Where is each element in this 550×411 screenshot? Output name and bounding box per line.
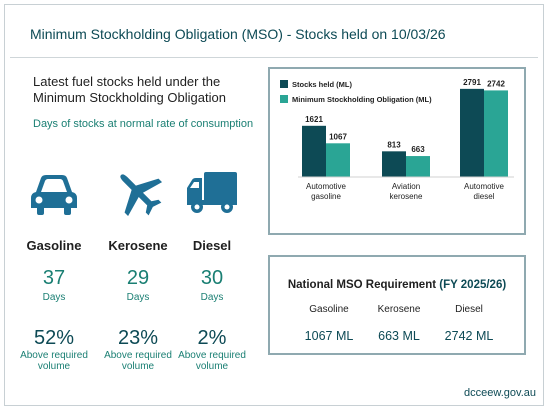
data-label: 1621 [305, 115, 323, 124]
bar [484, 90, 508, 177]
category-label: Automotive [464, 182, 505, 191]
airplane-icon [120, 174, 163, 217]
title-divider [10, 57, 538, 58]
bar [460, 88, 484, 177]
requirement-item-name: Gasoline [309, 304, 349, 315]
requirement-item-kerosene: Kerosene 663 ML [364, 304, 434, 343]
data-label: 813 [387, 140, 401, 149]
legend-label: Stocks held (ML) [292, 80, 353, 89]
fuel-above-label: Above required volume [104, 350, 172, 372]
data-label: 663 [411, 145, 425, 154]
fuel-column-diesel: Diesel 30 Days 2% Above required volume [172, 166, 252, 372]
data-label: 2791 [463, 78, 481, 87]
data-label: 2742 [487, 79, 505, 88]
stocks-bar-chart: Stocks held (ML) Minimum Stockholding Obl… [280, 78, 514, 201]
data-label: 1067 [329, 132, 347, 141]
requirement-item-diesel: Diesel 2742 ML [434, 304, 504, 343]
requirement-item-value: 2742 ML [444, 329, 494, 343]
summary-subheading: Days of stocks at normal rate of consump… [33, 118, 254, 130]
summary-heading: Latest fuel stocks held under the Minimu… [33, 74, 226, 105]
fuel-column-kerosene: Kerosene 29 Days 23% Above required volu… [98, 166, 178, 372]
bar [302, 125, 326, 177]
requirement-item-gasoline: Gasoline 1067 ML [294, 304, 364, 343]
fuel-above-label: Above required volume [178, 350, 246, 372]
fuel-name: Gasoline [26, 238, 82, 253]
fuel-column-gasoline: Gasoline 37 Days 52% Above required volu… [14, 166, 94, 372]
bar [326, 143, 350, 177]
fuel-days-value: 30 [200, 267, 224, 289]
requirement-item-value: 1067 ML [304, 329, 354, 343]
requirement-title: National MSO Requirement (FY 2025/26) [270, 279, 524, 291]
infographic-frame [4, 4, 544, 406]
truck-icon [187, 172, 237, 213]
category-label: Aviation [392, 182, 420, 191]
fuel-percent-value: 23% [117, 327, 159, 349]
category-label: diesel [474, 192, 495, 201]
requirement-item-value: 663 ML [378, 329, 420, 343]
fuel-days-label: Days [200, 292, 224, 303]
fuel-name: Kerosene [108, 238, 168, 253]
legend-label: Minimum Stockholding Obligation (ML) [292, 95, 432, 104]
bar [382, 151, 406, 177]
requirement-item-name: Kerosene [377, 304, 421, 315]
car-icon [31, 175, 77, 215]
requirement-panel: National MSO Requirement (FY 2025/26) Ga… [268, 255, 526, 355]
requirement-title-text: National MSO Requirement [287, 279, 437, 291]
category-label: Automotive [306, 182, 347, 191]
legend-swatch [280, 95, 288, 103]
fuel-days-value: 37 [42, 267, 66, 289]
category-label: kerosene [390, 192, 423, 201]
requirement-item-name: Diesel [455, 304, 483, 315]
fuel-days-value: 29 [126, 267, 150, 289]
page-title: Minimum Stockholding Obligation (MSO) - … [30, 26, 446, 42]
fuel-percent-value: 2% [197, 327, 227, 349]
legend-swatch [280, 80, 288, 88]
fuel-name: Diesel [192, 238, 232, 253]
requirement-year: (FY 2025/26) [439, 279, 507, 291]
fuel-percent-value: 52% [33, 327, 75, 349]
bar [406, 156, 430, 177]
stocks-chart-panel: Stocks held (ML) Minimum Stockholding Obl… [268, 67, 526, 235]
fuel-days-label: Days [42, 292, 66, 303]
fuel-above-label: Above required volume [20, 350, 88, 372]
source-link[interactable]: dcceew.gov.au [464, 387, 536, 399]
category-label: gasoline [311, 192, 341, 201]
fuel-days-label: Days [126, 292, 150, 303]
